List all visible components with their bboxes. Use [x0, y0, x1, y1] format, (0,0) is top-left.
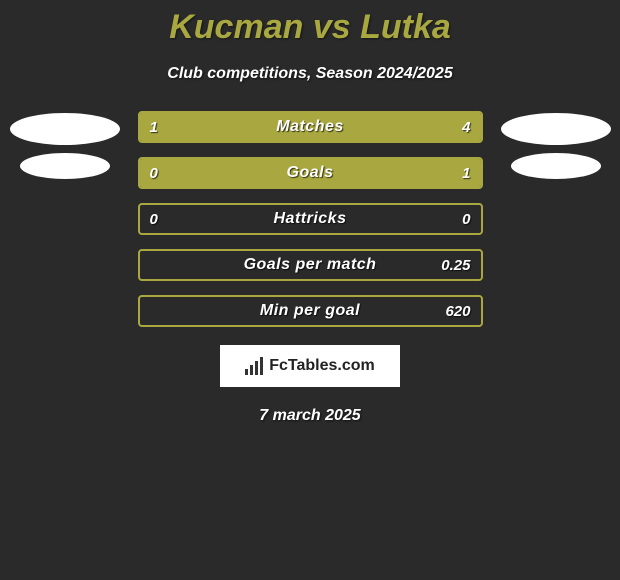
stat-bar: Goals per match0.25: [138, 249, 483, 281]
page-title: Kucman vs Lutka: [0, 8, 620, 47]
subtitle: Club competitions, Season 2024/2025: [0, 65, 620, 83]
chart-area: 1Matches40Goals10Hattricks0Goals per mat…: [0, 111, 620, 327]
stat-bar: 1Matches4: [138, 111, 483, 143]
stat-label: Hattricks: [140, 205, 481, 233]
stat-label: Goals per match: [140, 251, 481, 279]
stat-value-right: 620: [445, 297, 470, 325]
stat-label: Goals: [140, 159, 481, 187]
comparison-container: Kucman vs Lutka Club competitions, Seaso…: [0, 0, 620, 425]
stat-bar: Min per goal620: [138, 295, 483, 327]
stat-bars: 1Matches40Goals10Hattricks0Goals per mat…: [138, 111, 483, 327]
team-badge-placeholder: [501, 113, 611, 145]
date-label: 7 march 2025: [0, 407, 620, 425]
right-team-badges: [501, 111, 611, 179]
source-logo: FcTables.com: [220, 345, 400, 387]
stat-value-right: 0: [462, 205, 470, 233]
stat-bar: 0Hattricks0: [138, 203, 483, 235]
stat-bar: 0Goals1: [138, 157, 483, 189]
stat-value-right: 0.25: [441, 251, 470, 279]
stat-label: Min per goal: [140, 297, 481, 325]
team-badge-placeholder: [511, 153, 601, 179]
stat-label: Matches: [140, 113, 481, 141]
logo-text: FcTables.com: [269, 357, 375, 375]
stat-value-right: 1: [462, 159, 470, 187]
chart-icon: [245, 357, 263, 375]
team-badge-placeholder: [10, 113, 120, 145]
left-team-badges: [10, 111, 120, 179]
stat-value-right: 4: [462, 113, 470, 141]
team-badge-placeholder: [20, 153, 110, 179]
